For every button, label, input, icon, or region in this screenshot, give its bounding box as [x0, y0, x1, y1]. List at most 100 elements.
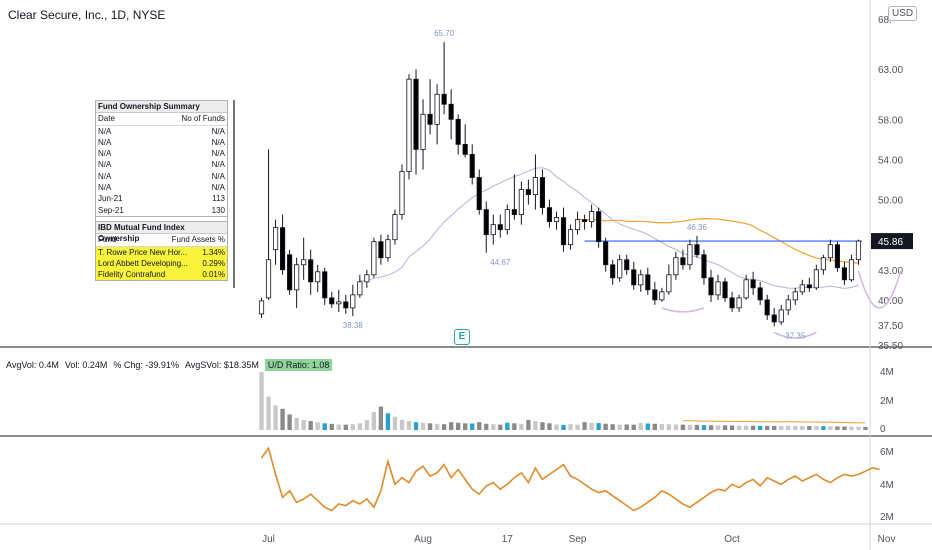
volume-bar [772, 425, 777, 430]
volume-bar [828, 426, 833, 430]
volume-bar [385, 413, 391, 430]
indicator-y-tick-label: 4M [880, 480, 894, 491]
volume-bar [554, 424, 559, 430]
col-no-of-funds: No of Funds [181, 114, 225, 124]
x-tick-label: Aug [414, 534, 432, 545]
indicator-y-tick-label: 6M [880, 447, 894, 458]
candle-body [434, 93, 440, 125]
volume-bar [322, 423, 327, 430]
index-row-fund: Lord Abbett Developing... [98, 258, 188, 268]
earnings-icon[interactable]: E [454, 329, 470, 345]
index-row: T. Rowe Price New Hor... 1.34% [96, 246, 227, 258]
volume-bar [364, 419, 370, 430]
volume-bar [336, 424, 341, 430]
fund-row-date: N/A [98, 149, 112, 159]
candle-body [462, 143, 468, 155]
volume-bar [715, 425, 721, 430]
index-row: Lord Abbett Developing... 0.29% [96, 257, 227, 270]
fund-row-count: N/A [211, 137, 225, 147]
candle-body [560, 217, 567, 246]
candle-body [771, 314, 777, 323]
candle-body [427, 113, 433, 125]
volume-bar [392, 416, 398, 430]
candle-body [322, 271, 328, 299]
volume-bar [680, 424, 686, 430]
volume-bar [455, 422, 461, 430]
volume-bar [540, 422, 545, 430]
fund-row-count: N/A [211, 160, 225, 170]
fund-row-count: N/A [211, 149, 225, 159]
y-tick-label: 58.00 [878, 115, 903, 126]
volume-bar [427, 423, 433, 430]
volume-bar [659, 423, 665, 430]
candle-body [715, 281, 721, 296]
fund-row-date: N/A [98, 126, 112, 136]
candle-body [258, 300, 265, 315]
volume-bar [814, 426, 819, 430]
volume-bar [301, 419, 306, 430]
volume-bar [821, 426, 826, 430]
candle-body [294, 264, 300, 291]
candle-body [420, 113, 426, 150]
candle-body [757, 287, 763, 301]
candle-body [659, 291, 665, 301]
fund-row-count: 113 [212, 194, 225, 204]
volume-bar [259, 372, 264, 430]
volume-bar [420, 422, 426, 430]
candle-body [350, 294, 356, 309]
volume-bar [371, 412, 377, 430]
candle-body [680, 257, 686, 266]
col-fund: Fund [98, 235, 117, 245]
volume-bar [750, 425, 756, 430]
y-tick-label: 63.00 [878, 65, 903, 76]
volume-bar [470, 423, 475, 430]
col-date: Date [98, 114, 115, 124]
candle-body [778, 309, 784, 323]
candle-body [750, 279, 756, 289]
fund-row: N/A N/A [96, 171, 227, 182]
fund-row: N/A N/A [96, 159, 227, 170]
candle-body [265, 259, 272, 299]
candle-body [827, 244, 833, 259]
candle-body [792, 291, 798, 301]
volume-bar [266, 396, 271, 430]
volume-bar [722, 425, 728, 430]
currency-badge[interactable]: USD [888, 6, 918, 21]
fund-row: N/A N/A [96, 182, 227, 193]
volume-bar [765, 425, 770, 430]
index-ownership-title: IBD Mutual Fund Index Ownership [98, 222, 185, 244]
volume-bar [863, 426, 868, 430]
volume-bar [687, 424, 693, 430]
y-tick-label: 40.00 [878, 296, 903, 307]
fund-row-count: N/A [211, 183, 225, 193]
candle-body [617, 259, 623, 279]
cup-pattern [857, 270, 902, 309]
candle-body [567, 229, 574, 246]
y-tick-label: 54.00 [878, 155, 903, 166]
candle-body [329, 297, 335, 305]
volume-bar [406, 421, 412, 430]
volume-bar [308, 421, 313, 430]
candle-body [785, 299, 791, 311]
volume-bar [786, 425, 791, 430]
candle-body [694, 244, 700, 256]
volume-bar [835, 426, 840, 430]
volume-bar [673, 424, 679, 430]
current-price-label: 45.86 [878, 237, 903, 248]
x-tick-label: Sep [569, 534, 587, 545]
candle-body [806, 284, 812, 289]
fund-row: N/A N/A [96, 126, 227, 137]
volume-bar [399, 419, 405, 430]
volume-bar [526, 419, 531, 430]
candle-body [645, 274, 651, 291]
index-row-fund: Fidelity Contrafund [98, 270, 166, 280]
volume-bar [631, 424, 636, 430]
volume-bar [708, 425, 714, 430]
volume-bar [519, 423, 524, 430]
candle-body [441, 93, 447, 105]
volume-bar [729, 425, 735, 430]
vol: Vol: 0.24M [64, 360, 108, 370]
candle-body [596, 211, 602, 243]
volume-bar [779, 425, 784, 430]
